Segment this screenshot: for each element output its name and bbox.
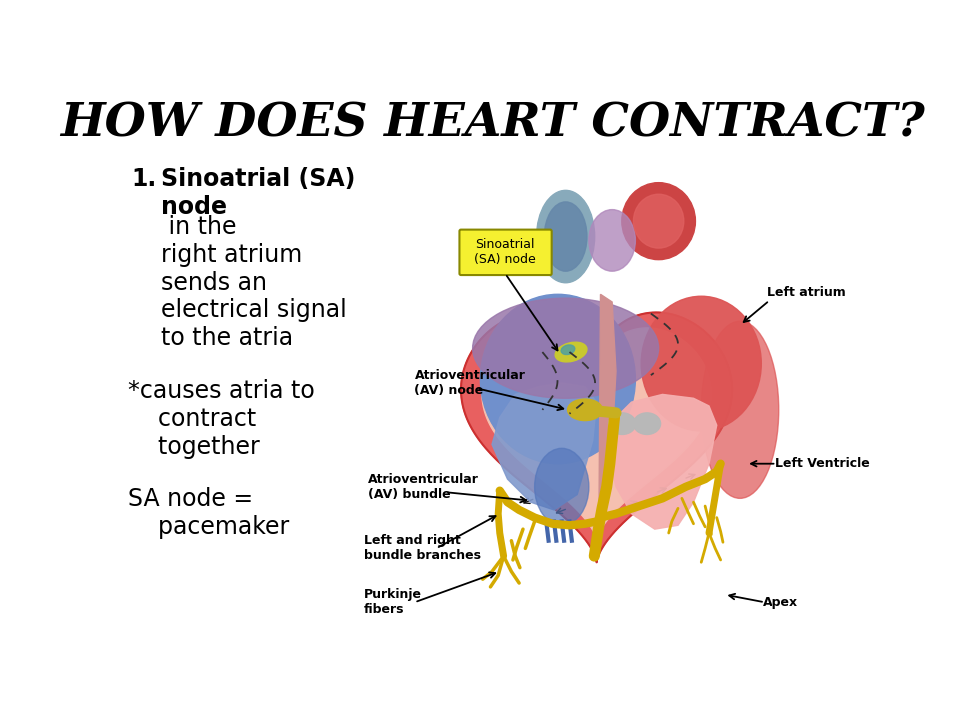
Polygon shape — [492, 383, 596, 510]
Polygon shape — [461, 312, 732, 562]
Ellipse shape — [544, 202, 587, 271]
Ellipse shape — [701, 321, 779, 498]
FancyBboxPatch shape — [460, 230, 552, 275]
Ellipse shape — [641, 296, 761, 431]
Ellipse shape — [555, 342, 587, 362]
Ellipse shape — [622, 183, 695, 260]
Ellipse shape — [561, 345, 575, 354]
Text: SA node =
    pacemaker: SA node = pacemaker — [128, 487, 289, 539]
Ellipse shape — [537, 190, 594, 283]
Text: HOW DOES HEART CONTRACT?: HOW DOES HEART CONTRACT? — [60, 100, 924, 146]
Text: Left and right
bundle branches: Left and right bundle branches — [364, 534, 481, 562]
Text: Atrioventricular
(AV) node: Atrioventricular (AV) node — [415, 369, 525, 397]
Ellipse shape — [634, 194, 684, 248]
Text: Atrioventricular
(AV) bundle: Atrioventricular (AV) bundle — [368, 473, 479, 501]
Polygon shape — [482, 328, 711, 541]
Text: Apex: Apex — [763, 595, 799, 609]
Ellipse shape — [567, 399, 603, 420]
Ellipse shape — [588, 210, 636, 271]
Polygon shape — [609, 395, 717, 529]
Ellipse shape — [472, 298, 659, 398]
Ellipse shape — [480, 294, 636, 464]
Text: Left atrium: Left atrium — [767, 287, 846, 300]
Text: Left Ventricle: Left Ventricle — [775, 457, 870, 470]
Polygon shape — [599, 294, 616, 518]
Text: Purkinje
fibers: Purkinje fibers — [364, 588, 422, 616]
Ellipse shape — [535, 449, 588, 526]
Text: in the
right atrium
sends an
electrical signal
to the atria: in the right atrium sends an electrical … — [161, 215, 347, 350]
Ellipse shape — [609, 413, 636, 434]
Text: Sinoatrial
(SA) node: Sinoatrial (SA) node — [474, 238, 536, 266]
Text: Sinoatrial (SA)
node: Sinoatrial (SA) node — [161, 167, 355, 219]
Text: *causes atria to
    contract
    together: *causes atria to contract together — [128, 379, 315, 459]
Text: 1.: 1. — [132, 167, 156, 192]
Ellipse shape — [634, 413, 660, 434]
